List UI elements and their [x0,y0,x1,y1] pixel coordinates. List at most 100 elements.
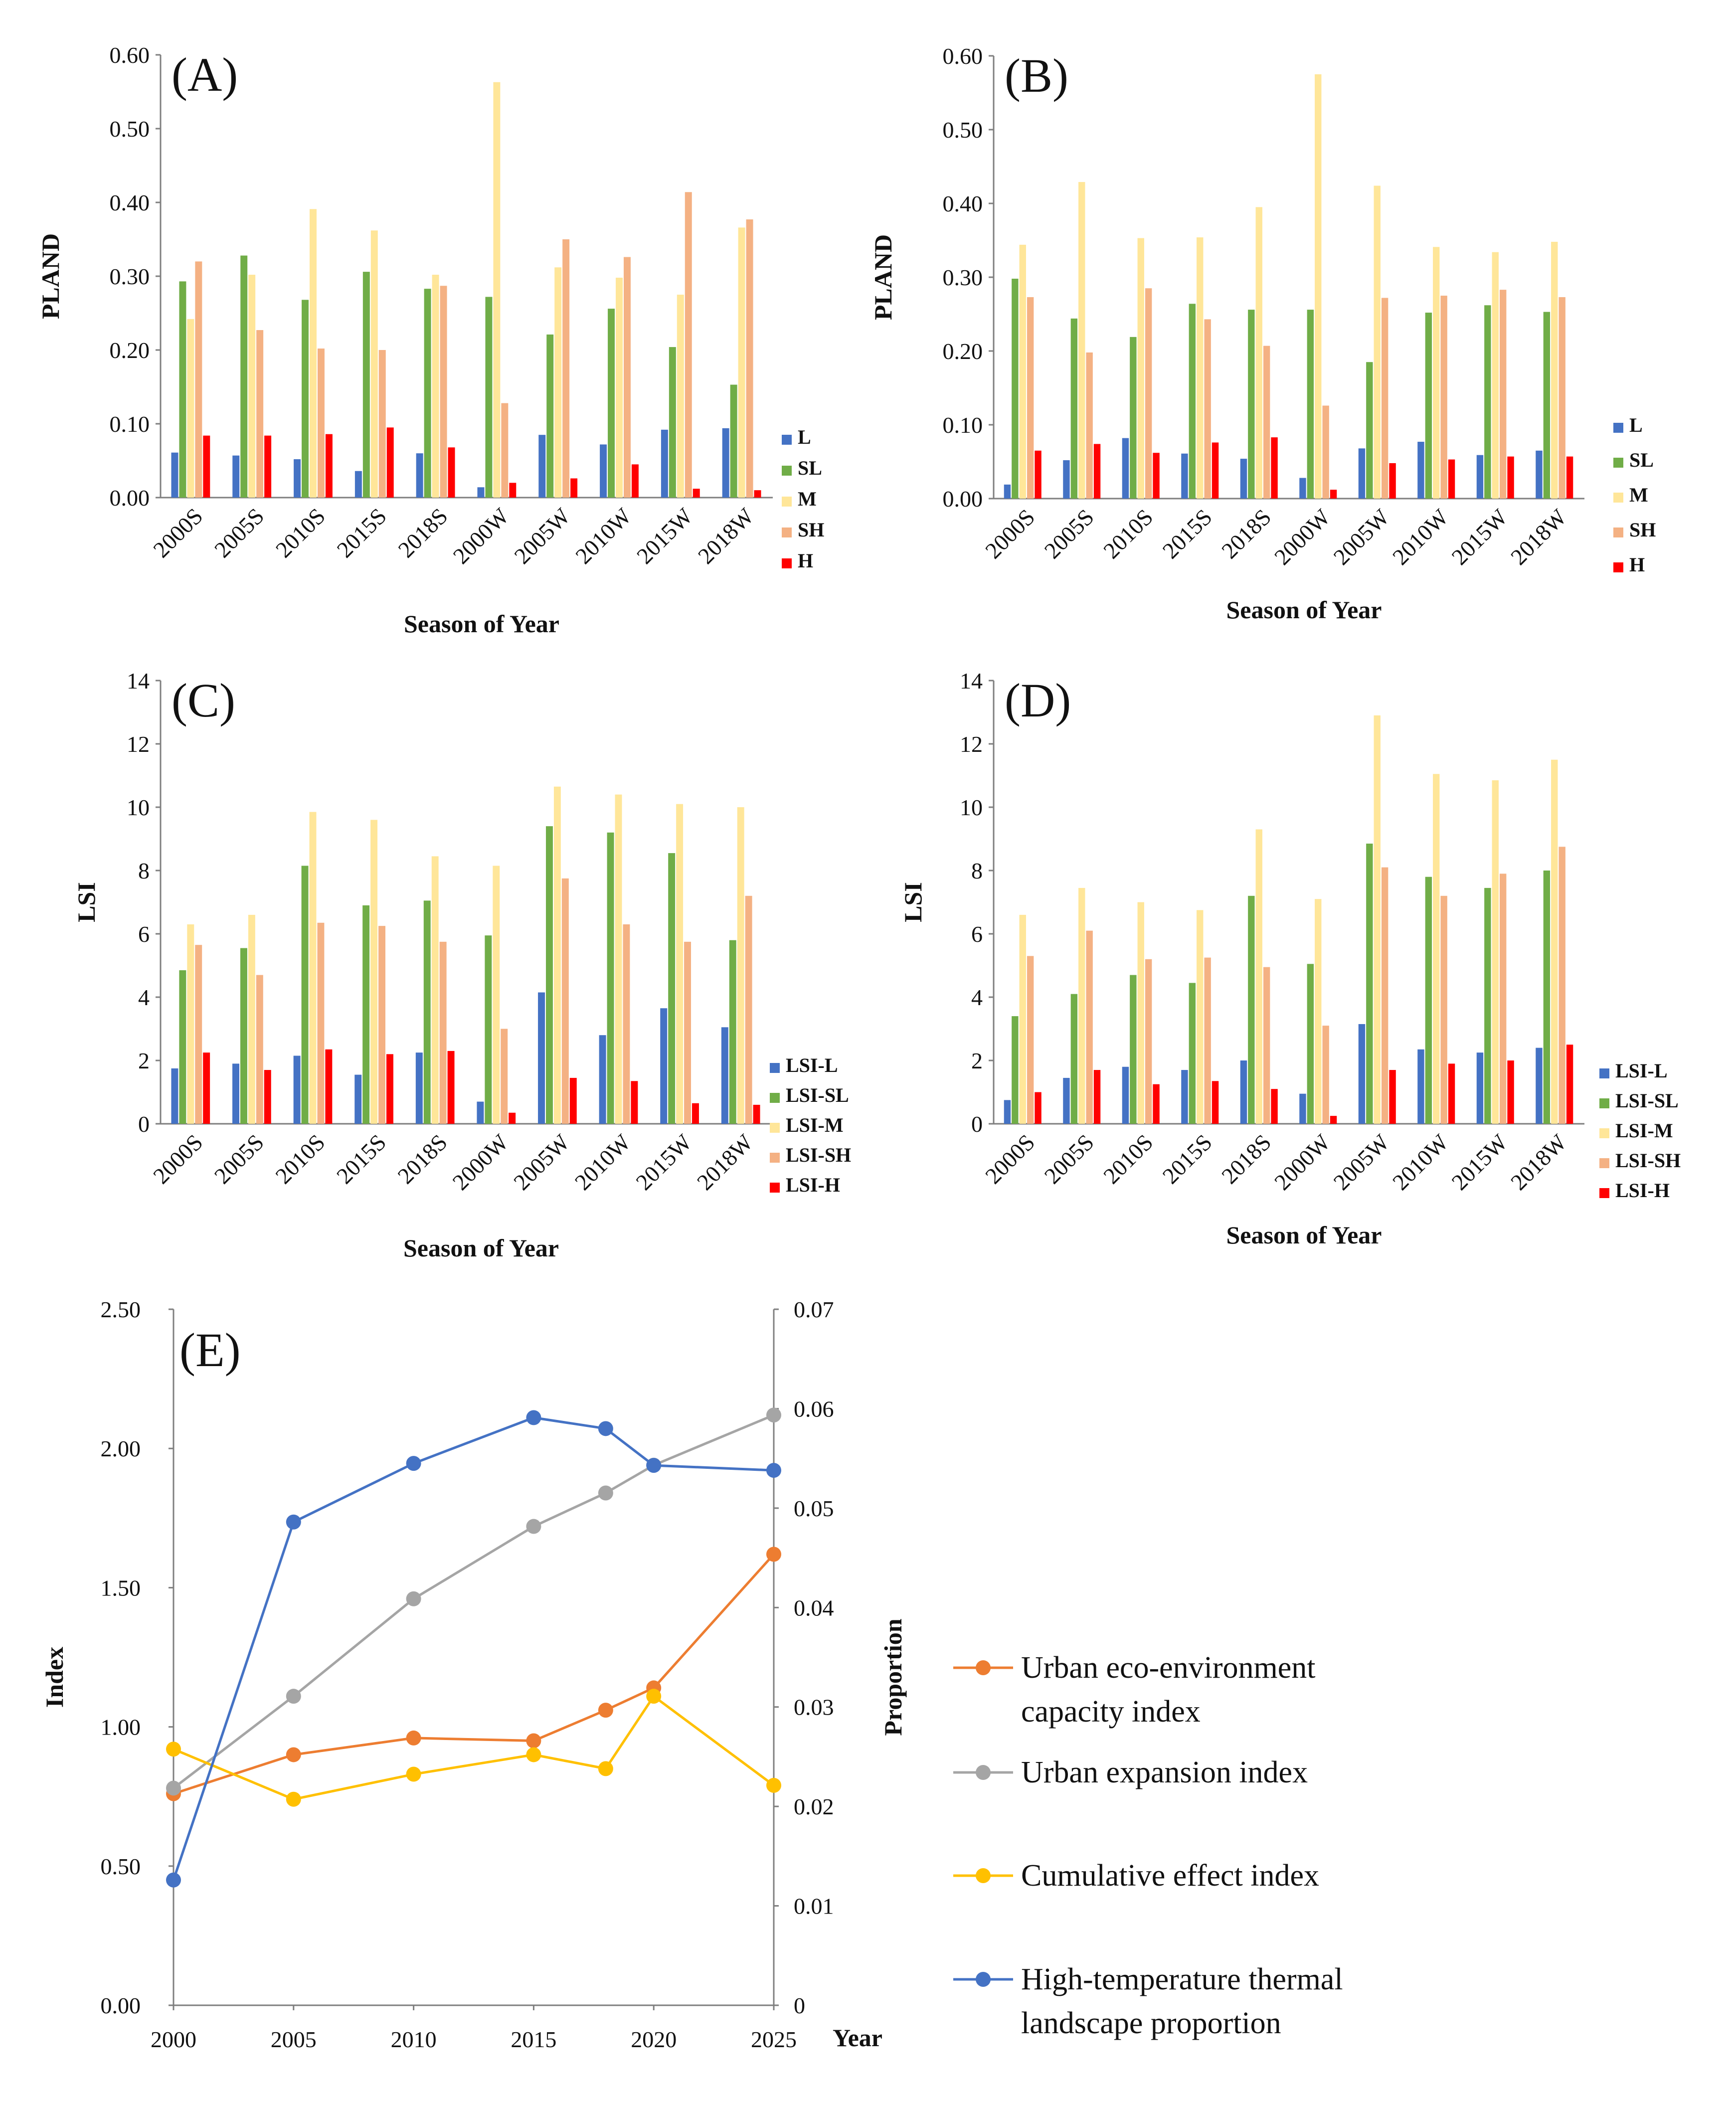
x-category-label: 2018W [1506,504,1571,570]
right-tick-label: 0.06 [794,1396,834,1421]
bar-sh-2000w [501,1029,508,1124]
y-tick-label: 0.40 [110,190,150,215]
bar-sl-2005w [545,826,553,1124]
bar-h-2000w [1330,490,1337,499]
left-tick-label: 2.50 [101,1297,141,1322]
right-tick-label: 0.01 [794,1894,834,1919]
bar-m-2015w [1492,252,1499,499]
x-category-label: 2010W [1388,1129,1453,1195]
chart-panel-d: 0 2 4 6 8 10 12 14 2000S 2005S 2010S 2015S 2018S2000… [899,668,1681,1249]
legend-label-l: LSI-L [786,1054,838,1076]
bar-sh-2010s [317,922,325,1124]
right-tick-label: 0.02 [794,1794,834,1819]
y-tick-label: 0.60 [943,43,983,69]
point-cumulative-2018 [598,1761,613,1776]
bar-sl-2015w [1484,887,1491,1124]
bar-sh-2000s [1027,956,1034,1124]
bar-h-2015w [1507,1060,1514,1124]
bar-h-2000s [1035,1092,1042,1124]
bar-h-2015s [386,427,394,498]
point-eco-2015 [526,1733,541,1749]
x-category-label: 2015W [1447,1129,1513,1195]
x-axis-title: Season of Year [403,1234,559,1262]
left-tick-label: 0.00 [101,1993,141,2018]
bar-sh-2010w [623,257,631,498]
x-category-label: 2010S [270,1129,330,1189]
bar-h-2010s [325,1049,333,1124]
bar-sh-2018w [746,219,753,498]
legend-label-cumulative: Cumulative effect index [1021,1859,1319,1893]
bar-h-2010w [631,464,639,498]
bar-sh-2000s [195,945,202,1124]
bar-sh-2005w [562,239,570,498]
bar-l-2018s [1240,1060,1247,1124]
x-category-label: 2000W [1269,504,1335,570]
bar-l-2015s [1181,453,1188,499]
legend-swatch-m [782,497,792,507]
bar-m-2005w [553,786,561,1124]
bar-h-2005s [1093,1070,1101,1124]
y-tick-label: 0.60 [110,42,150,68]
bar-l-2010w [599,1035,606,1124]
legend-swatch-sl [1599,1098,1609,1108]
bar-m-2000s [187,319,194,498]
y-axis-title: PLAND [869,234,897,320]
panel-label: (A) [172,48,238,101]
bar-m-2005s [1078,887,1085,1124]
point-eco-2010 [406,1730,421,1746]
bar-h-2000w [509,1112,516,1124]
left-tick-label: 2.00 [101,1436,141,1461]
bar-sl-2005s [1070,318,1078,499]
legend-marker-expansion [976,1765,991,1780]
bar-m-2000s [1019,914,1026,1124]
x-category-label: 2018W [693,503,759,569]
bar-sl-2010w [607,832,614,1124]
line-cumulative [173,1694,775,1801]
legend-label-m: M [798,488,817,510]
x-category-label: 2000W [448,503,514,569]
x-category-label: 2005W [509,503,575,569]
x-category-label: 2018W [1506,1129,1571,1195]
legend-label-h: LSI-H [1615,1179,1670,1202]
left-tick-label: 0.50 [101,1854,141,1879]
bar-sl-2015s [362,272,370,498]
bar-l-2015w [660,1008,668,1124]
bar-sh-2005s [1086,352,1093,499]
bar-l-2015s [354,1074,362,1124]
bar-h-2018s [448,447,455,498]
bar-l-2010s [1122,1066,1129,1124]
bar-l-2005s [1063,460,1070,499]
legend-swatch-l [1599,1068,1609,1078]
bar-sl-2000s [1012,278,1019,499]
bar-sl-2015w [1484,305,1491,499]
bar-h-2005w [1389,1070,1396,1124]
bar-sl-2015s [362,905,370,1124]
bar-h-2010s [1153,453,1160,499]
x-category-label: 2010W [570,1129,636,1195]
bar-sh-2018s [440,286,447,498]
point-eco-2005 [286,1747,301,1762]
x-category-label: 2015W [632,503,697,569]
bar-sh-2018w [1559,297,1565,499]
legend-swatch-sh [770,1153,780,1163]
x-category-label: 2000S [980,504,1040,563]
bar-m-2000s [1019,244,1026,499]
bar-m-2000s [187,924,194,1124]
y-tick-label: 0.00 [110,485,150,511]
x-category-label: 2010S [1098,504,1158,563]
legend-label-hightemp: High-temperature thermal [1021,1962,1343,1996]
bar-l-2005s [232,1063,239,1124]
point-hightemp-2018 [598,1421,613,1436]
bar-m-2010s [1137,238,1144,499]
bar-l-2018w [1536,1048,1543,1124]
bar-l-2018s [416,453,423,498]
right-y-axis-title: Proportion [879,1618,907,1736]
y-tick-label: 12 [127,731,150,757]
x-category-label: 2018S [1216,1129,1276,1189]
bar-sl-2000w [485,297,493,498]
bar-h-2000w [509,483,517,498]
y-axis-title: LSI [72,882,100,922]
bar-m-2005w [1374,185,1381,499]
bar-m-2000w [493,866,500,1124]
